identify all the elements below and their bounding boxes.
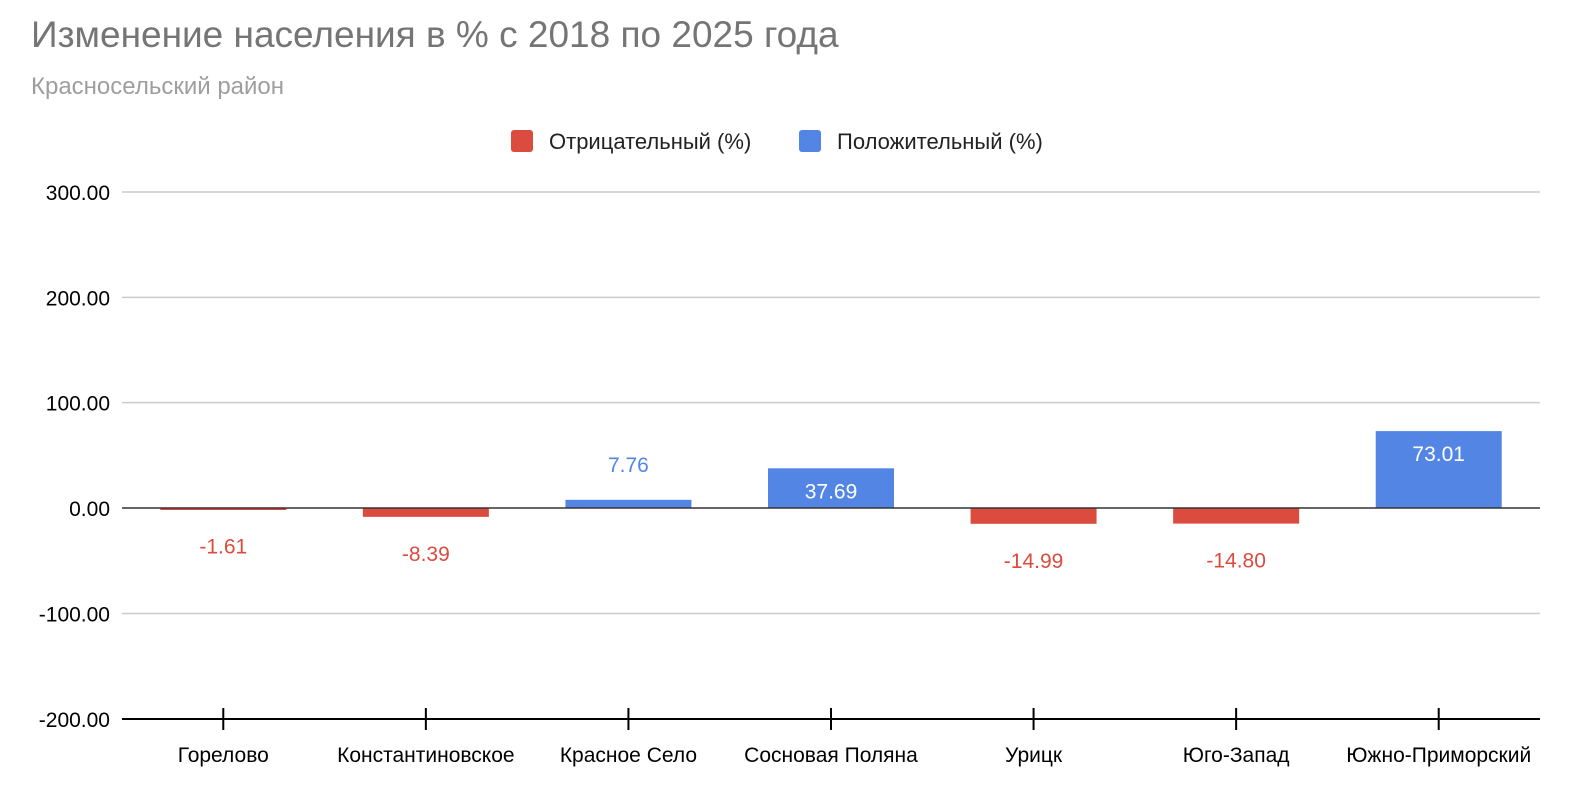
data-label: 37.69 [805,480,858,503]
data-label: -1.61 [199,536,247,559]
data-label: -8.39 [402,543,450,566]
data-label: -14.99 [1004,550,1064,573]
x-category-label: Константиновское [337,744,515,767]
data-label: 7.76 [608,454,649,477]
x-axis: Горелово Константиновское Красное Село Сосн… [122,507,1540,767]
data-label: -14.80 [1206,550,1266,573]
y-tick-label: -100.00 [39,604,110,627]
bar [160,508,287,510]
y-tick-label: -200.00 [39,709,110,732]
bar [970,508,1097,524]
bar [1173,508,1300,524]
chart-grid [122,191,1540,615]
chart-legend: Отрицательный (%) Положительный (%) [511,129,1043,154]
x-category-label: Юго-Запад [1183,744,1290,767]
x-category-label: Урицк [1005,744,1063,767]
chart-title: Изменение населения в % с 2018 по 2025 г… [31,14,839,55]
x-category-label: Красное Село [560,744,697,767]
bar [565,499,692,508]
legend-swatch-negative [511,130,533,152]
data-label: 73.01 [1412,443,1465,466]
legend-label-positive: Положительный (%) [837,129,1043,154]
legend-swatch-positive [799,130,821,152]
data-labels-group: -1.61 -8.39 7.76 37.69 -14.99 -14.80 73.01 [199,443,1465,573]
y-axis: 300.00 200.00 100.00 0.00 -100.00 -200.00 [39,182,110,732]
bar [362,508,489,517]
y-tick-label: 300.00 [46,182,110,205]
legend-label-negative: Отрицательный (%) [549,129,751,154]
bar [768,468,894,508]
x-category-label: Сосновая Поляна [744,744,918,767]
y-tick-label: 100.00 [46,393,110,416]
bar [1375,431,1502,508]
chart-subtitle: Красносельский район [31,73,285,100]
x-category-label: Горелово [178,744,269,767]
y-tick-label: 0.00 [69,498,110,521]
bars-group [160,431,1502,524]
y-tick-label: 200.00 [46,287,110,310]
x-category-label: Южно-Приморский [1346,744,1531,767]
